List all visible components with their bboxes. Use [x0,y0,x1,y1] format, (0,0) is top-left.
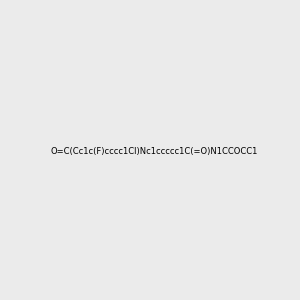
Text: O=C(Cc1c(F)cccc1Cl)Nc1ccccc1C(=O)N1CCOCC1: O=C(Cc1c(F)cccc1Cl)Nc1ccccc1C(=O)N1CCOCC… [50,147,257,156]
